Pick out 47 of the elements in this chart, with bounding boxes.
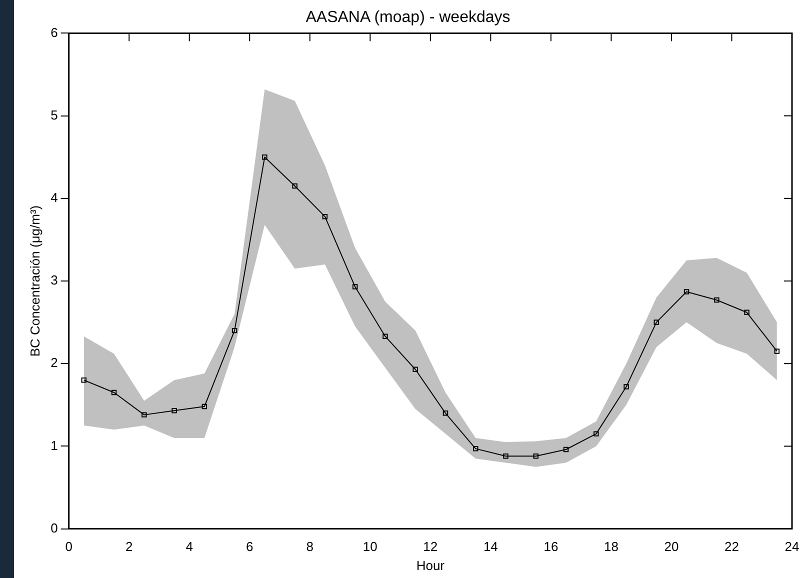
point [111, 390, 117, 396]
x-tick-label: 12 [423, 539, 438, 554]
y-axis-title: BC Concentración (μg/m³) [27, 205, 42, 357]
y-tick-label: 3 [50, 272, 58, 288]
x-tick-label: 20 [664, 539, 679, 554]
chart-title: AASANA (moap) - weekdays [306, 9, 510, 26]
x-tick-label: 24 [784, 539, 800, 554]
x-tick-label: 22 [724, 539, 739, 554]
point [472, 446, 478, 452]
point [202, 404, 208, 410]
point [262, 154, 268, 160]
y-tick-label: 4 [50, 190, 58, 205]
x-tick-label: 14 [483, 539, 498, 554]
x-tick-label: 2 [125, 539, 133, 554]
point [142, 412, 147, 418]
point [352, 284, 358, 290]
point [412, 366, 418, 372]
x-tick-label: 8 [306, 539, 314, 554]
point [442, 410, 448, 416]
point [382, 334, 388, 339]
x-tick-label: 4 [186, 539, 193, 554]
point [774, 348, 780, 354]
x-tick-label: 10 [362, 539, 378, 554]
point [533, 453, 538, 459]
x-tick-label: 18 [604, 539, 618, 554]
point [624, 384, 629, 390]
y-tick-label: 2 [50, 355, 58, 370]
point [744, 310, 750, 316]
y-tick-label: 5 [50, 107, 58, 122]
point [322, 214, 328, 220]
y-tick-label: 6 [50, 24, 58, 40]
point [654, 320, 660, 325]
x-tick-label: 16 [544, 539, 558, 554]
point [292, 183, 298, 189]
x-axis-title: Hour [416, 558, 446, 573]
x-tick-label: 6 [246, 539, 254, 554]
point [563, 446, 569, 452]
point [714, 297, 720, 303]
point [232, 328, 238, 334]
point [684, 289, 690, 294]
point [172, 408, 177, 414]
point [594, 431, 599, 436]
point [503, 453, 508, 459]
y-tick-label: 0 [50, 520, 58, 536]
y-tick-label: 1 [50, 438, 58, 453]
x-tick-label: 0 [65, 539, 72, 554]
point [81, 378, 87, 383]
